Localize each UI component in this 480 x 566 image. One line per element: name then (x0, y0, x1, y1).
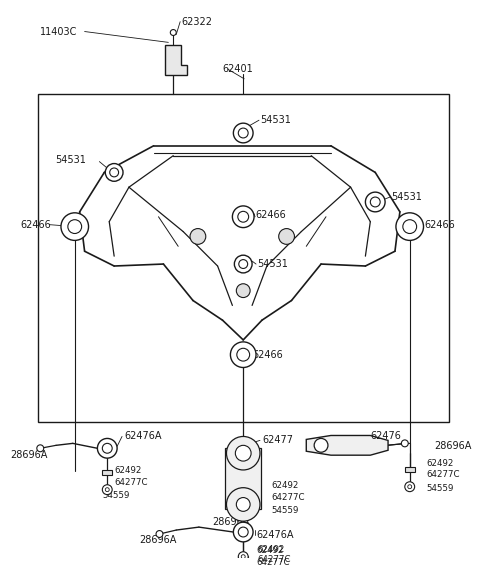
Circle shape (241, 555, 245, 559)
Text: 64277C: 64277C (257, 555, 290, 564)
Circle shape (237, 348, 250, 361)
Text: 54531: 54531 (391, 192, 422, 202)
Circle shape (156, 530, 163, 538)
Bar (405, 467, 415, 472)
Text: 62492: 62492 (114, 466, 142, 475)
Circle shape (232, 206, 254, 228)
Circle shape (403, 220, 417, 234)
Text: 62476A: 62476A (124, 431, 161, 441)
Circle shape (236, 498, 250, 511)
Circle shape (238, 552, 248, 561)
Text: 62492: 62492 (257, 545, 284, 554)
Text: 64277C: 64277C (272, 493, 305, 502)
Circle shape (102, 484, 112, 495)
Text: 62476A: 62476A (256, 530, 294, 540)
Text: 62492: 62492 (272, 481, 299, 490)
Text: 62476: 62476 (371, 431, 401, 441)
Circle shape (102, 443, 112, 453)
Circle shape (279, 229, 294, 245)
Text: 62466: 62466 (252, 350, 283, 359)
Text: 64277C: 64277C (256, 558, 289, 566)
Text: 62477: 62477 (262, 435, 293, 445)
Polygon shape (306, 435, 388, 455)
Circle shape (236, 284, 250, 298)
Circle shape (233, 123, 253, 143)
Circle shape (61, 213, 88, 241)
Circle shape (238, 128, 248, 138)
Circle shape (105, 488, 109, 492)
Bar (102, 470, 112, 475)
Circle shape (230, 342, 256, 367)
Text: 28696A: 28696A (434, 441, 472, 451)
Text: 54559: 54559 (272, 506, 299, 515)
Circle shape (401, 440, 408, 447)
Circle shape (233, 522, 253, 542)
Circle shape (68, 220, 82, 234)
Text: 62492: 62492 (256, 546, 283, 555)
Circle shape (105, 164, 123, 181)
Text: 54559: 54559 (102, 491, 130, 500)
Bar (238, 556, 248, 560)
Text: 54531: 54531 (55, 155, 86, 165)
Circle shape (37, 445, 44, 452)
Text: 62466: 62466 (21, 220, 51, 230)
Polygon shape (226, 448, 261, 509)
Circle shape (239, 260, 248, 268)
Circle shape (405, 482, 415, 492)
Circle shape (408, 484, 412, 488)
Text: 64277C: 64277C (426, 470, 460, 479)
Text: 28696A: 28696A (139, 535, 176, 545)
Text: 28696A: 28696A (11, 450, 48, 460)
Circle shape (110, 168, 119, 177)
Circle shape (170, 29, 176, 36)
Text: 62466: 62466 (255, 210, 286, 220)
Circle shape (227, 488, 260, 521)
Circle shape (97, 439, 117, 458)
Text: 62492: 62492 (426, 458, 454, 468)
Bar (238, 535, 248, 540)
Circle shape (238, 211, 249, 222)
Text: 54559: 54559 (426, 484, 454, 493)
Circle shape (365, 192, 385, 212)
Polygon shape (166, 45, 187, 75)
Text: 54531: 54531 (257, 259, 288, 269)
Circle shape (314, 439, 328, 452)
Circle shape (371, 197, 380, 207)
Circle shape (190, 229, 206, 245)
Text: 11403C: 11403C (40, 27, 78, 37)
Text: 62401: 62401 (223, 64, 253, 74)
Text: 62322: 62322 (181, 16, 212, 27)
Circle shape (234, 255, 252, 273)
Circle shape (227, 436, 260, 470)
Text: 62466: 62466 (424, 220, 455, 230)
Circle shape (238, 527, 248, 537)
Text: 64277C: 64277C (114, 478, 148, 487)
Circle shape (235, 445, 251, 461)
Bar (38, 93, 449, 422)
Circle shape (396, 213, 423, 241)
Text: 54531: 54531 (260, 115, 291, 125)
Text: 28696A: 28696A (213, 517, 250, 527)
